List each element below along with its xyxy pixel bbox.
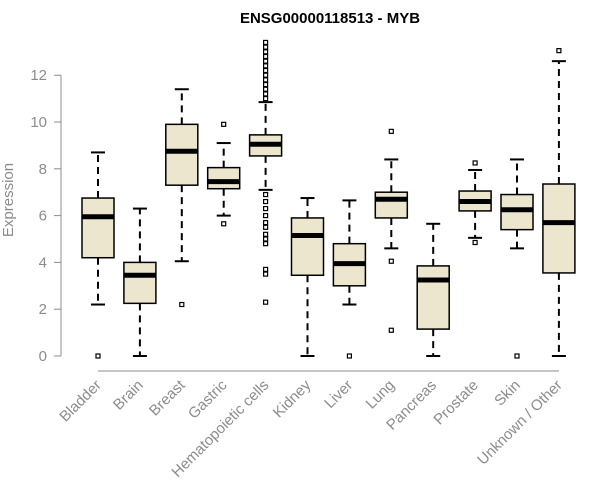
y-tick-label: 8 bbox=[39, 161, 47, 178]
outlier-point bbox=[263, 271, 269, 277]
outlier-point bbox=[263, 49, 269, 55]
category-label: Prostate bbox=[430, 377, 482, 429]
y-tick-label: 0 bbox=[39, 348, 47, 365]
box bbox=[81, 197, 115, 259]
box-group bbox=[458, 160, 492, 246]
box-group bbox=[206, 121, 241, 227]
outlier-point bbox=[263, 299, 269, 305]
outlier-point bbox=[263, 91, 269, 97]
box-group bbox=[290, 197, 325, 357]
box-group bbox=[248, 39, 283, 305]
outlier-point bbox=[263, 241, 269, 247]
outlier-point bbox=[263, 63, 269, 69]
box bbox=[290, 217, 325, 277]
outlier-point bbox=[263, 236, 269, 242]
box-group bbox=[542, 48, 576, 357]
box bbox=[165, 123, 199, 186]
outlier-point bbox=[263, 191, 269, 198]
outlier-point bbox=[388, 327, 394, 333]
box-group bbox=[123, 207, 157, 357]
box-group bbox=[416, 222, 450, 357]
box bbox=[206, 166, 241, 190]
outlier-point bbox=[263, 81, 269, 88]
category-label: Skin bbox=[491, 377, 524, 410]
box-group bbox=[165, 88, 199, 308]
box-group bbox=[374, 128, 409, 333]
y-tick-label: 6 bbox=[39, 208, 47, 225]
y-tick-label: 2 bbox=[39, 301, 47, 318]
outlier-point bbox=[263, 77, 269, 83]
category-label: Kidney bbox=[270, 376, 315, 421]
category-label: Liver bbox=[321, 377, 356, 412]
box-group bbox=[500, 158, 534, 359]
outlier-point bbox=[346, 353, 352, 359]
outlier-point bbox=[263, 213, 269, 219]
outlier-point bbox=[263, 198, 269, 205]
outlier-point bbox=[472, 239, 478, 246]
chart-title: ENSG00000118513 - MYB bbox=[240, 10, 420, 27]
outlier-point bbox=[263, 58, 269, 64]
outlier-point bbox=[179, 301, 185, 308]
category-label: Bladder bbox=[56, 377, 105, 426]
boxes bbox=[81, 39, 576, 359]
category-label: Lung bbox=[363, 377, 399, 413]
box-group bbox=[332, 199, 367, 359]
outlier-point bbox=[263, 95, 269, 102]
outlier-point bbox=[263, 72, 269, 78]
outlier-point bbox=[263, 224, 269, 230]
outlier-point bbox=[263, 39, 269, 46]
box bbox=[416, 265, 450, 330]
outlier-point bbox=[263, 86, 269, 92]
outlier-point bbox=[263, 220, 269, 226]
y-axis-label: Expression bbox=[0, 163, 17, 237]
y-tick-label: 12 bbox=[30, 67, 47, 84]
outlier-point bbox=[472, 160, 478, 166]
outlier-point bbox=[388, 128, 394, 134]
axes: 0 2 4 6 8 10 12 bbox=[30, 67, 559, 372]
outlier-point bbox=[556, 48, 562, 54]
outlier-point bbox=[263, 44, 269, 50]
outlier-point bbox=[263, 205, 269, 212]
outlier-point bbox=[263, 53, 269, 60]
y-tick-label: 10 bbox=[30, 114, 47, 131]
box bbox=[123, 261, 157, 305]
outlier-point bbox=[514, 353, 520, 359]
outlier-point bbox=[263, 266, 269, 273]
y-tick-label: 4 bbox=[39, 254, 47, 271]
outlier-point bbox=[95, 353, 101, 359]
outlier-point bbox=[221, 221, 227, 227]
category-label: Breast bbox=[146, 376, 189, 419]
outlier-point bbox=[388, 258, 394, 264]
box-group bbox=[81, 151, 115, 359]
box bbox=[542, 183, 576, 274]
category-label: Brain bbox=[110, 377, 147, 414]
outlier-point bbox=[263, 67, 269, 74]
outlier-point bbox=[263, 231, 269, 237]
outlier-point bbox=[221, 121, 227, 127]
box bbox=[374, 191, 409, 219]
